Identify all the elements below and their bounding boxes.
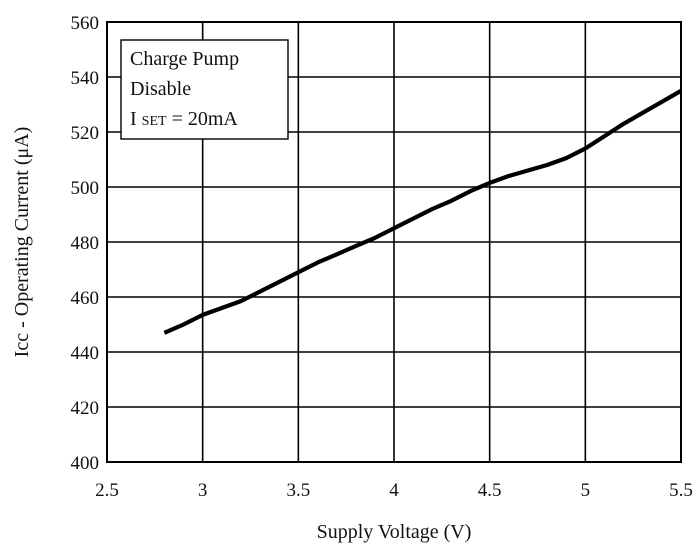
plot-frame bbox=[106, 21, 682, 463]
x-tick-label: 2.5 bbox=[95, 480, 119, 501]
y-tick-label: 520 bbox=[71, 123, 100, 144]
annotation-iset-prefix: I bbox=[130, 108, 142, 130]
y-tick-label: 400 bbox=[71, 453, 100, 474]
y-tick-label: 420 bbox=[71, 398, 100, 419]
annotation-line-1: Charge Pump bbox=[130, 48, 239, 70]
y-axis-title: Icc - Operating Current (μA) bbox=[11, 127, 33, 358]
x-tick-label: 3.5 bbox=[286, 480, 310, 501]
annotation-iset-subscript: SET bbox=[142, 114, 167, 129]
series-line bbox=[163, 88, 681, 335]
x-axis-title: Supply Voltage (V) bbox=[317, 521, 472, 543]
y-tick-label: 460 bbox=[71, 288, 100, 309]
y-tick-label: 440 bbox=[71, 343, 100, 364]
y-tick-label: 480 bbox=[71, 233, 100, 254]
x-tick-label: 5.5 bbox=[669, 480, 693, 501]
x-tick-label: 4.5 bbox=[478, 480, 502, 501]
y-tick-label: 540 bbox=[71, 68, 100, 89]
series bbox=[163, 88, 681, 335]
y-tick-label: 560 bbox=[71, 13, 100, 34]
x-tick-label: 4 bbox=[389, 480, 399, 501]
annotation-box: Charge Pump Disable I SET = 20mA bbox=[120, 39, 289, 140]
annotation-frame bbox=[120, 39, 289, 140]
y-tick-label: 500 bbox=[71, 178, 100, 199]
grid bbox=[106, 21, 682, 463]
annotation-line-3: I SET = 20mA bbox=[130, 108, 238, 130]
x-tick-labels: 2.5 3 3.5 4 4.5 5 5.5 bbox=[95, 480, 693, 501]
annotation-iset-value: = 20mA bbox=[167, 108, 239, 130]
x-tick-label: 5 bbox=[581, 480, 591, 501]
x-tick-label: 3 bbox=[198, 480, 208, 501]
y-tick-labels: 400 420 440 460 480 500 520 540 560 bbox=[71, 13, 100, 474]
annotation-line-2: Disable bbox=[130, 78, 191, 100]
